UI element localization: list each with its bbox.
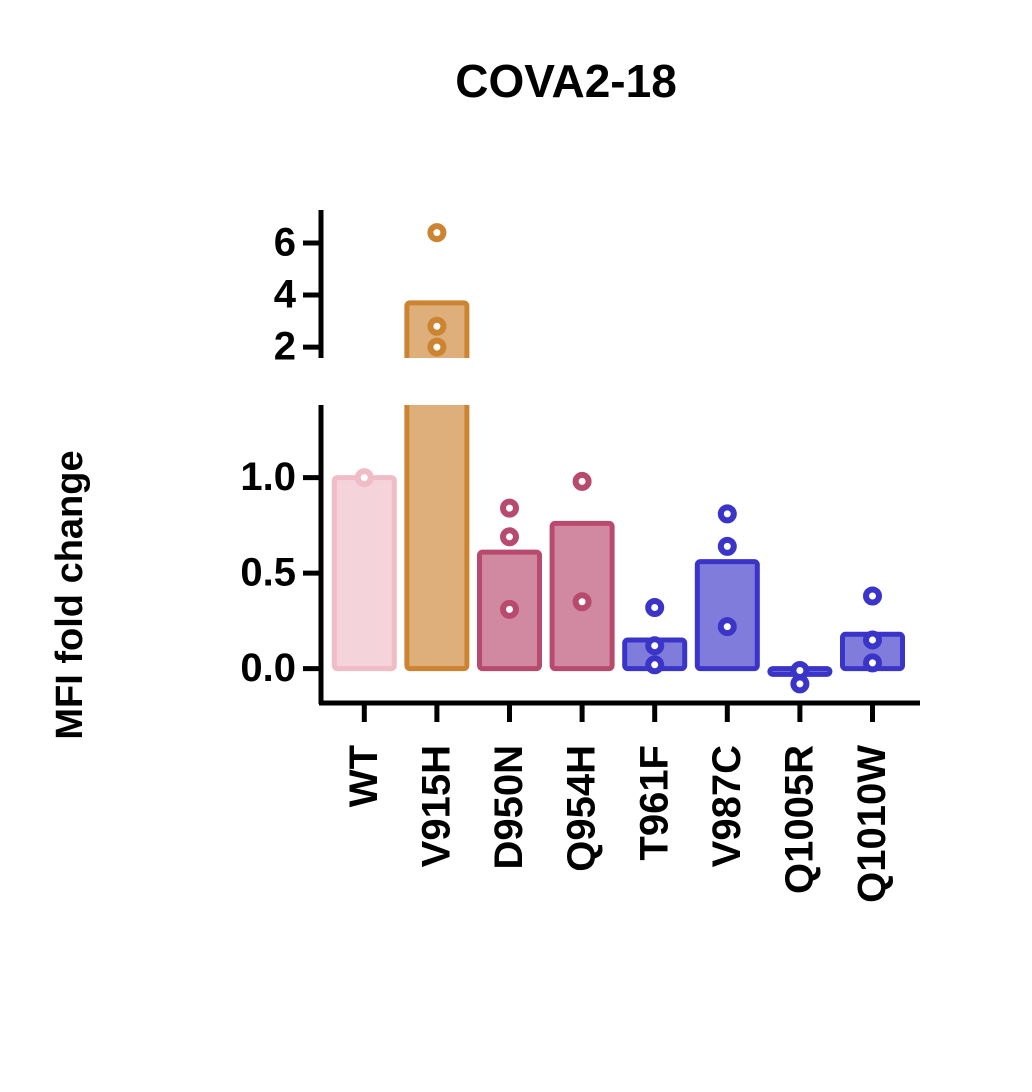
y-tick-label: 0.0 xyxy=(240,646,296,690)
point xyxy=(572,592,592,612)
point xyxy=(500,527,519,547)
y-axis-label: MFI fold change xyxy=(49,450,91,739)
x-tick-label: Q954H xyxy=(560,745,604,872)
x-tick-label: T961F xyxy=(632,745,676,861)
bar xyxy=(694,559,760,672)
point xyxy=(717,504,737,524)
point xyxy=(863,653,882,673)
point xyxy=(572,471,592,491)
point xyxy=(427,337,447,357)
bar xyxy=(404,405,470,672)
x-tick-label: Q1010W xyxy=(850,745,894,903)
point xyxy=(863,630,882,650)
x-tick-label: V987C xyxy=(705,745,749,867)
point xyxy=(500,599,519,619)
x-tick-label: D950N xyxy=(487,745,531,870)
y-tick-label: 1.0 xyxy=(240,455,296,499)
point xyxy=(354,468,374,488)
point xyxy=(717,617,737,637)
point xyxy=(500,498,519,518)
point xyxy=(645,655,665,675)
bar xyxy=(331,475,397,672)
x-tick-label: WT xyxy=(342,745,386,807)
point xyxy=(863,586,882,606)
x-tick-label: V915H xyxy=(414,745,458,867)
x-tick-label: Q1005R xyxy=(777,745,821,894)
chart-title: COVA2-18 xyxy=(455,55,677,107)
y-tick-label: 2 xyxy=(274,325,296,369)
point xyxy=(645,597,665,617)
point xyxy=(427,316,447,336)
point xyxy=(790,674,810,694)
point xyxy=(717,536,737,556)
y-tick-label: 0.5 xyxy=(240,551,296,595)
y-tick-label: 4 xyxy=(274,273,297,317)
point xyxy=(427,223,447,243)
y-tick-label: 6 xyxy=(274,221,296,265)
point xyxy=(645,636,665,656)
